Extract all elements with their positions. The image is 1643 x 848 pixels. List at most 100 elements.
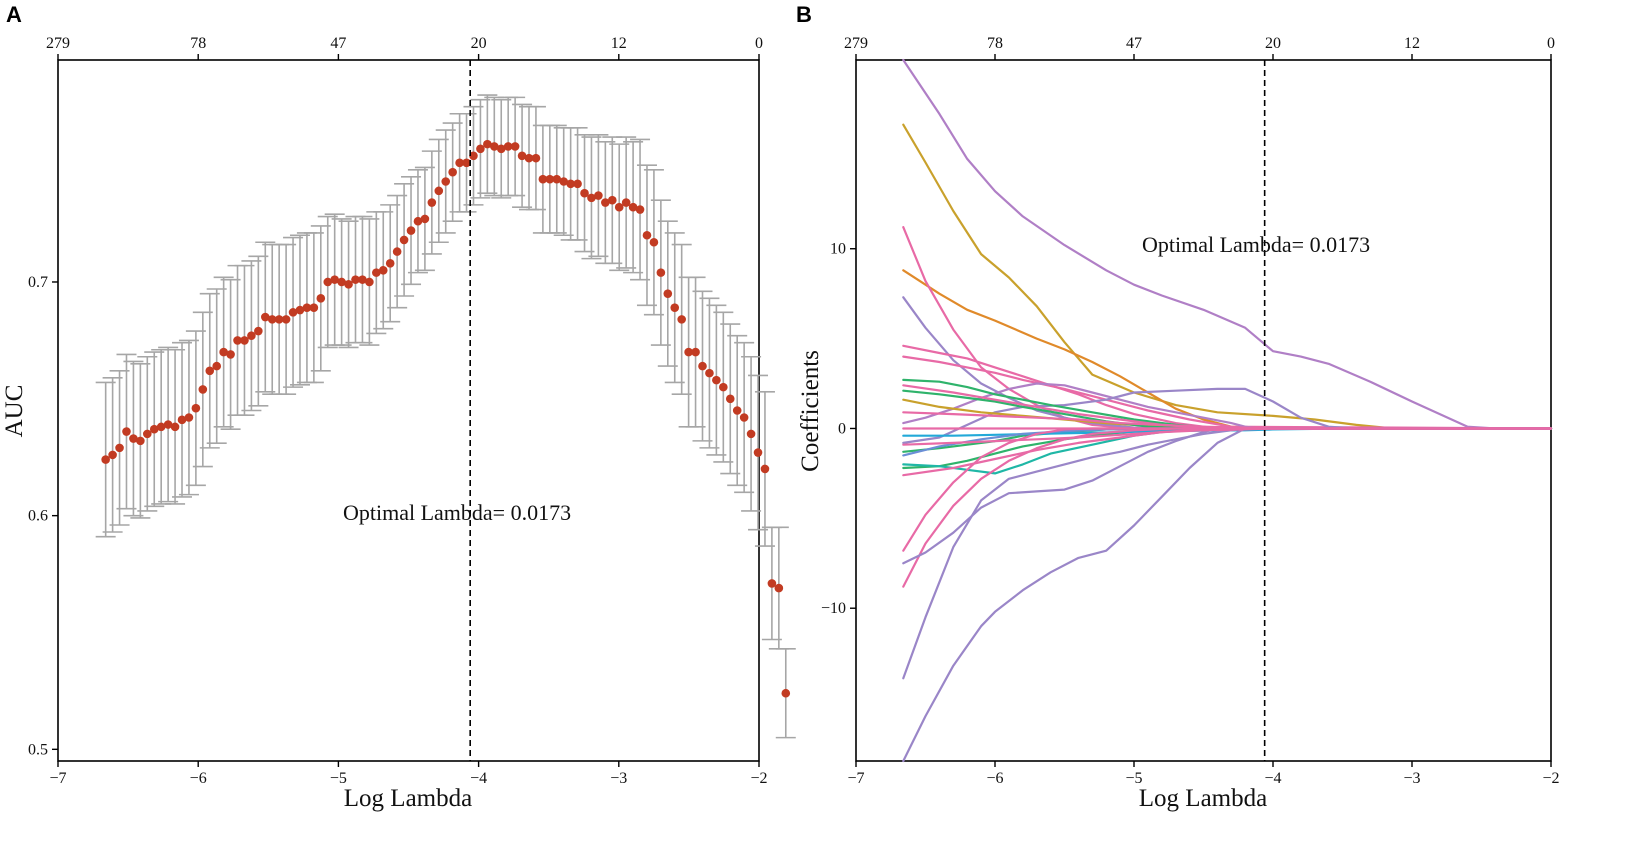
auc-point (233, 336, 242, 345)
auc-point (115, 443, 124, 453)
panel-b-y-axis: −10 0 10 (821, 241, 856, 617)
auc-point (101, 455, 110, 464)
panel-b-y-axis-title: Coefficients (797, 350, 824, 472)
top-tick-label: 78 (987, 35, 1003, 52)
coefficient-path-pink-4 (902, 427, 1553, 552)
auc-point (316, 294, 326, 303)
coefficient-path-purple-5 (902, 427, 1553, 565)
top-tick-label: 20 (1265, 35, 1281, 52)
auc-point (587, 193, 596, 203)
y-tick-label: 0.6 (28, 508, 48, 525)
auc-point (760, 464, 770, 474)
auc-point (170, 422, 180, 432)
panel-b-x-axis-title: Log Lambda (1139, 785, 1267, 812)
auc-point (434, 186, 444, 196)
x-tick-label: −5 (1125, 770, 1142, 787)
panel-a-x-axis: −7 −6 −5 −4 −3 −2 (49, 761, 768, 787)
auc-point (385, 258, 395, 268)
panel-a-points (101, 139, 791, 698)
auc-point (628, 202, 638, 212)
auc-point (295, 305, 305, 315)
coefficient-path-gold-2 (902, 398, 1553, 430)
panel-b-coefficient-paths (902, 58, 1553, 763)
auc-point (337, 277, 346, 287)
auc-point (254, 326, 263, 336)
panel-a-top-axis: 279 78 47 20 12 0 (46, 35, 763, 60)
auc-point (580, 188, 589, 198)
auc-point (649, 237, 659, 247)
auc-point (642, 230, 652, 240)
coefficient-path-orange-1 (902, 269, 1553, 430)
auc-point (441, 177, 451, 186)
panel-a-plot-frame (57, 59, 760, 762)
x-tick-label: −3 (610, 770, 627, 787)
panel-a-y-axis-title: AUC (1, 385, 28, 438)
y-tick-label: −10 (821, 600, 846, 617)
x-tick-label: −6 (190, 770, 207, 787)
auc-point (184, 413, 194, 422)
auc-point (323, 277, 333, 287)
auc-point (684, 347, 693, 357)
auc-point (517, 151, 527, 161)
x-tick-label: −7 (847, 770, 864, 787)
auc-point (399, 235, 409, 245)
panel-b-plot-frame (855, 59, 1552, 762)
auc-point (691, 347, 700, 357)
auc-point (136, 436, 145, 446)
auc-point (226, 350, 235, 359)
auc-point (260, 312, 270, 322)
auc-point (538, 174, 548, 184)
auc-point (503, 142, 513, 151)
x-tick-label: −6 (986, 770, 1003, 787)
x-tick-label: −2 (750, 770, 767, 787)
auc-point (469, 151, 478, 161)
panel-a: A −7 −6 −5 −4 −3 −2 279 78 47 20 12 0 0.5 0.6 0.7 Op… (1, 2, 796, 812)
top-tick-label: 47 (330, 35, 346, 52)
coefficient-path-pink-1 (902, 226, 1553, 430)
auc-point (566, 179, 575, 189)
top-tick-label: 12 (611, 35, 627, 52)
auc-point (739, 413, 749, 422)
auc-point (420, 214, 430, 224)
auc-point (149, 424, 159, 434)
coefficient-path-purple-top (902, 58, 1553, 430)
coefficient-path-purple-3 (902, 382, 1553, 430)
auc-point (378, 266, 388, 275)
auc-point (427, 198, 437, 207)
auc-point (483, 139, 492, 149)
auc-point (705, 368, 714, 378)
panel-b-top-axis: 279 78 47 20 12 0 (844, 35, 1555, 60)
auc-point (719, 382, 728, 392)
auc-point (746, 429, 756, 439)
coefficient-path-pink-3 (902, 355, 1553, 430)
auc-point (351, 275, 360, 284)
auc-point (510, 142, 520, 151)
panel-a-letter: A (6, 2, 22, 27)
y-tick-label: 10 (830, 241, 846, 258)
auc-point (524, 153, 534, 163)
coefficient-path-purple-2 (902, 296, 1553, 430)
y-tick-label: 0.5 (28, 741, 48, 758)
auc-point (573, 179, 582, 189)
auc-point (698, 361, 707, 371)
auc-point (191, 403, 201, 413)
auc-point (205, 366, 215, 376)
auc-point (177, 415, 187, 425)
auc-point (712, 375, 721, 385)
auc-point (358, 275, 367, 284)
panel-a-optimal-lambda-annotation: Optimal Lambda= 0.0173 (343, 500, 571, 525)
auc-point (108, 450, 117, 460)
auc-point (309, 303, 319, 312)
x-tick-label: −4 (470, 770, 487, 787)
top-tick-label: 12 (1404, 35, 1420, 52)
auc-point (677, 315, 686, 324)
auc-point (129, 434, 138, 443)
auc-point (635, 205, 645, 214)
auc-point (476, 144, 485, 154)
auc-point (143, 429, 152, 439)
panel-b-letter: B (796, 2, 812, 27)
top-tick-label: 78 (190, 35, 206, 52)
auc-point (163, 420, 173, 429)
auc-point (122, 427, 131, 436)
